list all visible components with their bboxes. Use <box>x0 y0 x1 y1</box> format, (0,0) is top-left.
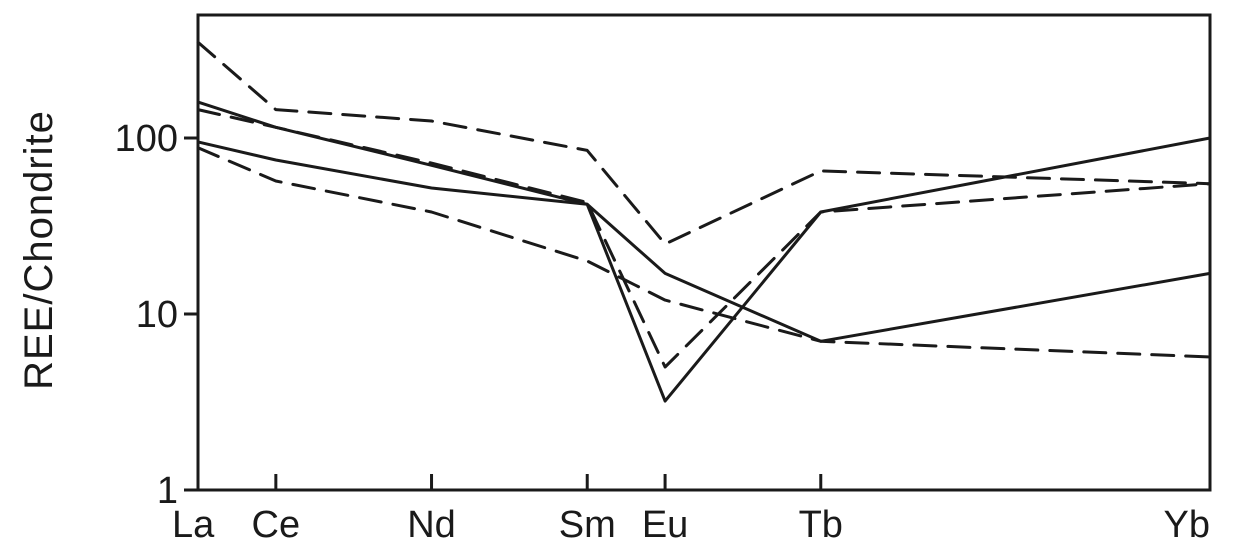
series-line-3-dashed <box>196 108 1212 369</box>
x-tick-label-la: La <box>172 504 215 546</box>
x-tick-label-sm: Sm <box>559 504 616 546</box>
y-axis-title: REE/Chondrite <box>17 110 61 390</box>
x-tick-label-tb: Tb <box>799 504 843 546</box>
y-tick-label: 100 <box>115 118 178 160</box>
series-line-5-dashed <box>196 146 1212 359</box>
series-line-4-solid <box>196 136 1212 403</box>
x-axis: La Ce Nd Sm Eu Tb Yb <box>172 474 1212 546</box>
y-tick-label: 1 <box>157 470 178 512</box>
y-tick-label: 10 <box>136 294 178 336</box>
series-line-1-dashed <box>196 40 1212 246</box>
x-tick-label-nd: Nd <box>407 504 456 546</box>
plot-frame <box>196 13 1212 492</box>
x-tick-label-ce: Ce <box>252 504 301 546</box>
series-line-2-solid <box>196 100 1212 343</box>
series-layer <box>196 40 1212 403</box>
y-axis: 1 10 100 <box>115 118 198 512</box>
x-tick-label-eu: Eu <box>642 504 688 546</box>
x-tick-label-yb: Yb <box>1164 504 1210 546</box>
